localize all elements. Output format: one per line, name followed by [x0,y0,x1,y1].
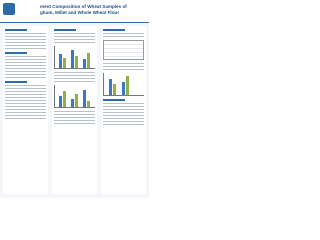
title: ment Composition of Wheat Samples of [40,4,127,9]
column [3,26,48,194]
figure [54,46,95,69]
column [52,26,97,194]
poster: ment Composition of Wheat Samples of ghu… [0,0,149,198]
figure [103,73,144,96]
logo [3,3,15,15]
title: ghum, Millet and Whole Wheat Flour [40,10,120,15]
header: ment Composition of Wheat Samples of ghu… [0,0,149,23]
table [103,40,144,60]
figure [54,85,95,108]
column [101,26,146,194]
